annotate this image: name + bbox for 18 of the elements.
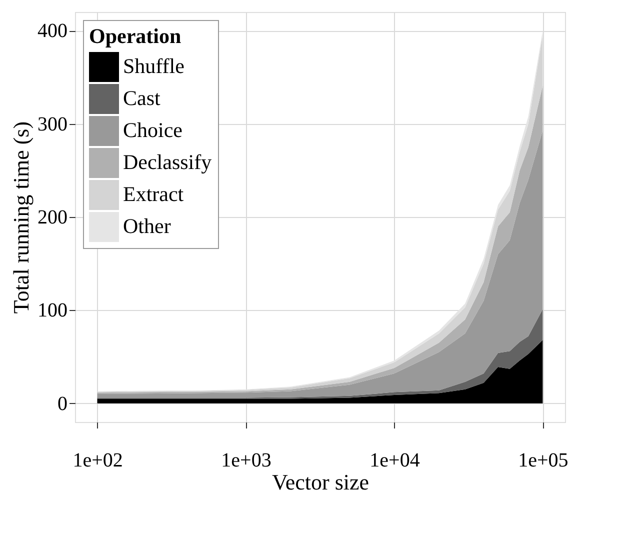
y-tick-label: 200 [38,206,68,228]
y-tick-label: 0 [58,392,68,415]
legend-label: Cast [123,86,160,110]
y-tick-label: 400 [38,20,68,42]
legend-label: Choice [123,118,182,142]
x-tick-label: 1e+02 [72,450,123,472]
legend-title: Operation [89,24,182,48]
x-axis-title: Vector size [272,470,370,494]
x-tick-label: 1e+03 [221,450,272,472]
y-axis-title: Total running time (s) [8,121,34,314]
x-tick-label: 1e+05 [518,450,568,472]
legend-label: Extract [123,182,184,206]
x-tick-label: 1e+04 [370,450,420,472]
legend-label: Declassify [123,150,212,174]
y-tick-label: 100 [38,300,68,322]
y-tick-label: 300 [38,113,68,136]
legend-label: Shuffle [123,54,184,78]
legend-label: Other [123,214,171,238]
